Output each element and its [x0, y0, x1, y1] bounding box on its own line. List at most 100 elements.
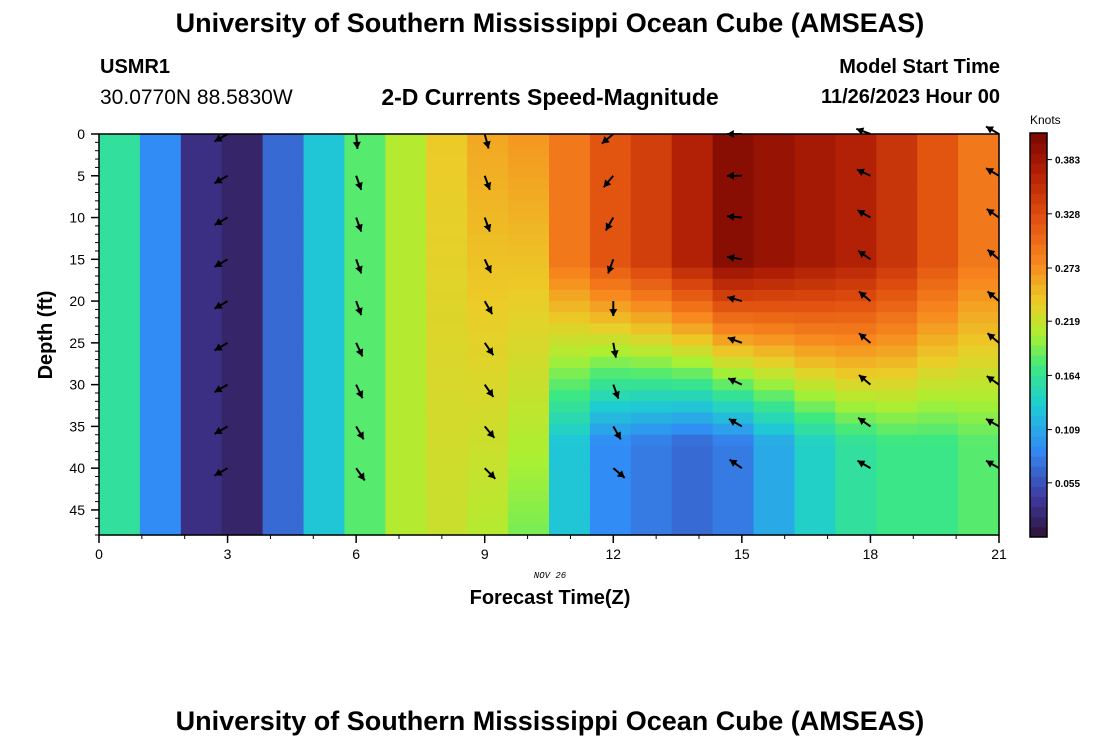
current-arrow: [214, 467, 229, 477]
current-arrow: [214, 174, 229, 185]
heatmap-cell: [426, 156, 468, 169]
heatmap-cell: [385, 401, 427, 414]
heatmap-cell: [917, 312, 959, 324]
y-tick-label: 45: [69, 502, 85, 518]
heatmap-cell: [426, 323, 468, 336]
heatmap-cell: [303, 256, 346, 269]
heatmap-cell: [835, 390, 877, 402]
heatmap-cell: [630, 434, 673, 447]
current-arrow: [985, 459, 1000, 470]
heatmap-cell: [508, 256, 550, 269]
arrow-head: [727, 253, 735, 262]
heatmap-cell: [221, 200, 264, 213]
x-tick-label: 21: [991, 546, 1007, 562]
heatmap-cell: [99, 145, 141, 157]
heatmap-cell: [917, 412, 959, 425]
colorbar-segment: [1030, 516, 1047, 528]
heatmap-cell: [262, 423, 305, 436]
colorbar-segment: [1030, 274, 1047, 285]
heatmap-cell: [221, 390, 264, 402]
heatmap-cell: [630, 345, 673, 358]
heatmap-cell: [344, 401, 386, 414]
heatmap-cell: [835, 134, 877, 146]
arrow-head: [214, 134, 223, 142]
heatmap-cell: [630, 468, 673, 480]
heatmap-cell: [508, 312, 550, 324]
heatmap-cell: [262, 334, 305, 347]
heatmap-cell: [958, 390, 1000, 402]
heatmap-cell: [549, 367, 591, 380]
heatmap-cell: [303, 211, 346, 224]
heatmap-cell: [589, 223, 632, 235]
heatmap-cell: [958, 434, 1000, 447]
heatmap-cell: [467, 323, 509, 336]
heatmap-cell: [549, 323, 591, 336]
heatmap-cell: [262, 390, 305, 402]
heatmap-cell: [467, 501, 509, 514]
heatmap-cell: [467, 211, 509, 224]
heatmap-cell: [221, 312, 264, 324]
heatmap-cell: [467, 490, 509, 503]
heatmap-cell: [589, 323, 632, 336]
heatmap-cell: [917, 267, 959, 280]
heatmap-cell: [671, 312, 714, 324]
heatmap-cell: [262, 156, 305, 169]
heatmap-cell: [426, 356, 468, 369]
heatmap-cell: [508, 512, 550, 525]
heatmap-cell: [917, 401, 959, 414]
heatmap-cell: [835, 423, 877, 436]
heatmap-cell: [712, 479, 755, 492]
current-arrow: [214, 383, 229, 393]
heatmap-cell: [303, 367, 346, 380]
heatmap-cell: [958, 334, 1000, 347]
heatmap-cell: [630, 379, 673, 391]
heatmap-cell: [508, 468, 550, 480]
heatmap-cell: [385, 301, 427, 313]
heatmap-cell: [549, 278, 591, 291]
heatmap-cell: [139, 390, 182, 402]
heatmap-cell: [712, 256, 755, 269]
heatmap-cell: [426, 145, 468, 157]
heatmap-cell: [344, 490, 386, 503]
heatmap-cell: [508, 401, 550, 414]
heatmap-cell: [262, 367, 305, 380]
heatmap-cell: [426, 345, 468, 358]
colorbar-segment: [1030, 173, 1047, 184]
heatmap-cell: [671, 278, 714, 291]
heatmap-cell: [303, 278, 346, 291]
heatmap-cell: [671, 512, 714, 525]
heatmap-cell: [794, 289, 836, 302]
heatmap-cell: [467, 512, 509, 525]
heatmap-cell: [508, 200, 550, 213]
heatmap-cell: [917, 379, 959, 391]
current-arrow: [483, 342, 495, 356]
heatmap-cell: [549, 211, 591, 224]
heatmap-cell: [139, 457, 182, 469]
heatmap-cell: [467, 334, 509, 347]
heatmap-cell: [426, 234, 468, 246]
heatmap-cell: [139, 312, 182, 324]
heatmap-cell: [344, 211, 386, 224]
heatmap-cell: [221, 490, 264, 503]
heatmap-cell: [139, 167, 182, 180]
heatmap-cell: [99, 200, 141, 213]
heatmap-cell: [139, 323, 182, 336]
heatmap-cell: [876, 289, 918, 302]
heatmap-cell: [467, 234, 509, 246]
heatmap-cell: [589, 334, 632, 347]
heatmap-cell: [221, 501, 264, 514]
heatmap-cell: [508, 234, 550, 246]
heatmap-cell: [712, 178, 755, 191]
heatmap-cell: [917, 134, 959, 146]
heatmap-cell: [262, 345, 305, 358]
heatmap-cell: [344, 301, 386, 313]
heatmap-cell: [426, 178, 468, 191]
arrow-head: [858, 291, 867, 300]
heatmap-cell: [99, 367, 141, 380]
heatmap-cell: [753, 423, 796, 436]
heatmap-cell: [221, 401, 264, 414]
heatmap-cell: [876, 267, 918, 280]
heatmap-cell: [385, 523, 427, 536]
heatmap-cell: [671, 156, 714, 169]
heatmap-cell: [630, 490, 673, 503]
